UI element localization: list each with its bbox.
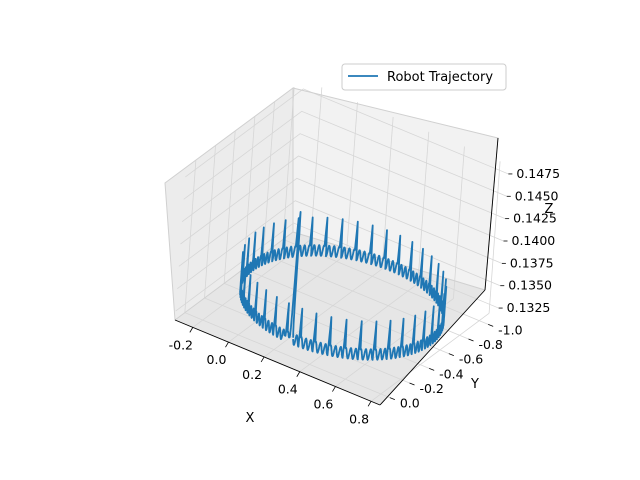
- z-tick-label: 0.1400: [512, 233, 556, 248]
- ticks: -0.20.00.20.40.60.8-1.0-0.8-0.6-0.4-0.20…: [169, 166, 560, 426]
- z-axis-line: [484, 137, 499, 291]
- y-tick-label: -1.0: [498, 322, 522, 337]
- x-tick-label: 0.4: [278, 382, 298, 397]
- x-tick-label: -0.2: [169, 337, 193, 352]
- y-tick-label: -0.8: [479, 337, 503, 352]
- z-tick-label: 0.1450: [515, 188, 559, 203]
- legend-label: Robot Trajectory: [387, 70, 493, 85]
- x-gridline: [263, 268, 383, 358]
- back-pane: [293, 88, 498, 290]
- y-tick-mark: [488, 323, 494, 327]
- y-tick-mark: [468, 338, 474, 342]
- y-tick-mark: [389, 397, 395, 401]
- x-tick-label: 0.0: [207, 352, 227, 367]
- x-gridline: [228, 253, 347, 343]
- x-gridline: [299, 283, 419, 373]
- y-axis-line: [379, 289, 486, 406]
- z-gridline: [178, 177, 503, 267]
- z-axis-label: Z: [545, 202, 554, 217]
- z-gridline: [180, 155, 504, 245]
- y-tick-mark: [448, 353, 454, 357]
- x-axis-line: [174, 319, 381, 406]
- y-axis-label: Y: [470, 377, 479, 392]
- x-tick-label: 0.8: [349, 411, 369, 426]
- y-tick-label: 0.0: [400, 396, 420, 411]
- x-tick-mark: [332, 386, 336, 392]
- x-gridline: [370, 312, 490, 402]
- z-tick-label: 0.1425: [513, 211, 557, 226]
- x-tick-mark: [225, 341, 229, 348]
- left-pane: [165, 88, 293, 320]
- z-tick-label: 0.1475: [516, 166, 560, 181]
- x-tick-mark: [260, 356, 265, 363]
- z-tick-label: 0.1325: [507, 300, 551, 315]
- y-gridline: [184, 312, 390, 399]
- z-gridline: [181, 133, 506, 222]
- x-axis-label: X: [246, 411, 255, 426]
- z-gridline: [183, 110, 507, 200]
- z-gridline: [185, 88, 509, 178]
- y-tick-label: -0.6: [459, 352, 483, 367]
- y-tick-mark: [409, 382, 415, 386]
- x-tick-mark: [367, 401, 372, 407]
- trajectory-line: [239, 211, 448, 361]
- x-tick-label: 0.6: [313, 397, 333, 412]
- x-tick-mark: [189, 327, 194, 333]
- y-tick-label: -0.2: [420, 381, 444, 396]
- legend: Robot Trajectory: [341, 63, 507, 91]
- x-tick-label: 0.2: [242, 367, 262, 382]
- z-tick-label: 0.1375: [510, 255, 554, 270]
- y-tick-label: -0.4: [439, 366, 463, 381]
- x-tick-mark: [296, 371, 301, 377]
- z-tick-label: 0.1350: [508, 278, 552, 293]
- y-tick-mark: [429, 367, 435, 371]
- legend-box: [341, 63, 507, 91]
